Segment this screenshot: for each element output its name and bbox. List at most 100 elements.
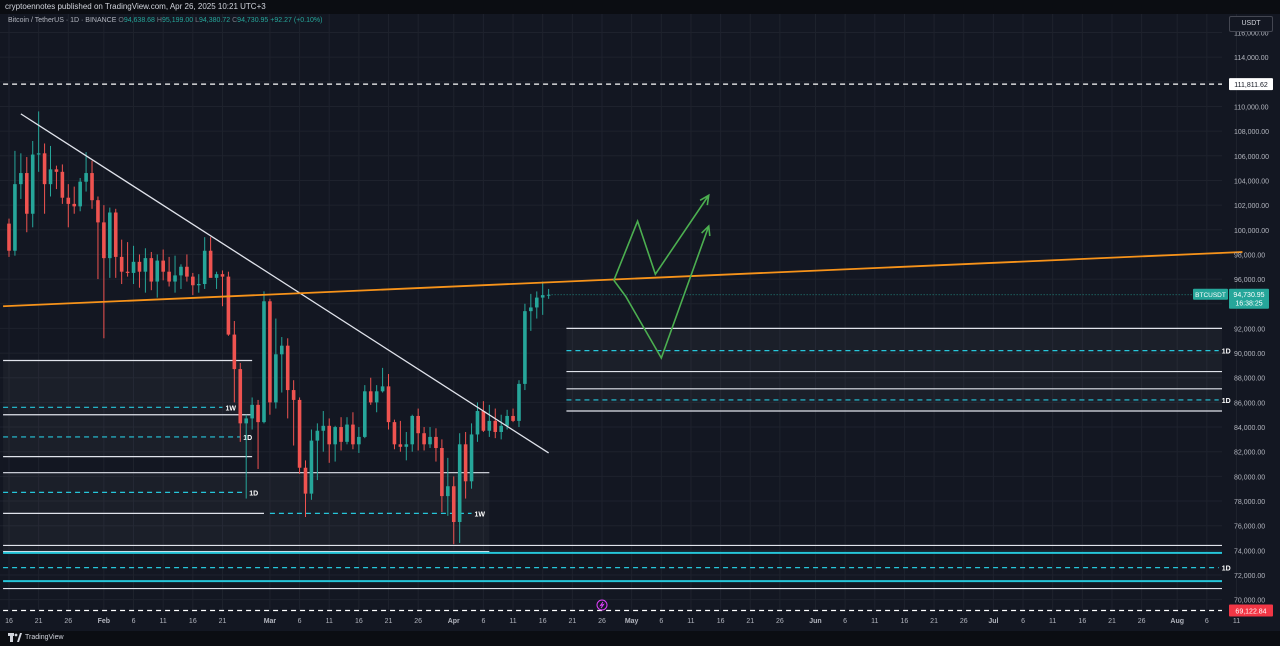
level-label: 1D (1222, 566, 1231, 573)
tradingview-brand[interactable]: TradingView (8, 633, 64, 642)
candle-body (173, 275, 177, 282)
price-tick-label: 114,000.00 (1234, 55, 1269, 62)
candle-body (321, 425, 326, 431)
price-tick-label: 102,000.00 (1234, 203, 1269, 210)
projection-arrowhead (699, 193, 710, 206)
bar-countdown: 16:38:25 (1235, 301, 1262, 308)
candle-body (517, 383, 521, 421)
time-tick-label: 26 (598, 618, 606, 625)
close-value: 94,730.95 (237, 17, 269, 24)
candle-body (185, 266, 189, 277)
price-tick-label: 82,000.00 (1234, 450, 1265, 457)
price-marker-box (1229, 78, 1273, 91)
candle-body (345, 424, 349, 442)
time-tick-label: 16 (539, 618, 547, 625)
level-label: 1D (1222, 398, 1231, 405)
close-label: C (232, 17, 238, 24)
candle-body (238, 369, 243, 424)
candle-body (30, 154, 35, 214)
time-tick-label: 6 (1021, 618, 1025, 625)
candle-body (481, 411, 486, 431)
candle-body (24, 173, 29, 214)
candle-body (125, 271, 130, 273)
level-label: 1D (243, 435, 252, 442)
time-tick-label: 6 (843, 618, 847, 625)
price-tick-label: 96,000.00 (1234, 277, 1265, 284)
time-tick-label: 6 (481, 618, 485, 625)
time-tick-label: 11 (160, 618, 167, 625)
candle-body (297, 399, 302, 468)
time-tick-label: 21 (930, 618, 938, 625)
candle-body (357, 436, 361, 445)
candle-body (214, 274, 219, 278)
candle-body (36, 153, 41, 155)
time-tick-label: Aug (1170, 618, 1184, 625)
candle-body (191, 276, 195, 286)
candle-body (131, 261, 136, 273)
candle-body (540, 295, 545, 298)
time-tick-label: May (625, 618, 639, 625)
price-tick-label: 72,000.00 (1234, 573, 1265, 580)
candle-body (505, 415, 509, 426)
time-tick-label: Apr (448, 618, 460, 625)
price-tick-label: 70,000.00 (1234, 598, 1265, 605)
change-value: +92.27 (+0.10%) (270, 17, 323, 24)
candle-body (137, 261, 142, 272)
time-tick-label: 21 (385, 618, 393, 625)
time-tick-label: 6 (1205, 618, 1209, 625)
candle-body (96, 200, 100, 223)
price-tick-label: 98,000.00 (1234, 252, 1265, 259)
time-axis: 16 21 26 Feb 6 11 16 21 Mar 6 11 16 21 26 Apr 6 11 16 21 26… (5, 618, 1240, 625)
ascending-orange-trendline (3, 251, 1243, 308)
candle-body (202, 250, 207, 285)
candle-body (475, 411, 480, 435)
trendlines (3, 113, 1243, 454)
candle-body (268, 301, 272, 403)
time-tick-label: 21 (746, 618, 754, 625)
candle-body (167, 271, 171, 282)
time-tick-label: 16 (189, 618, 197, 625)
candle-body (179, 266, 183, 276)
candle-body (149, 258, 154, 282)
time-tick-label: 21 (35, 618, 43, 625)
open-label: O (118, 17, 124, 24)
horizontal-levels: 1D 1D 1W 1D 1D 1W 1D (3, 83, 1231, 612)
high-value: 95,199.00 (161, 17, 194, 24)
candle-body (291, 390, 296, 400)
candle-body (416, 415, 420, 434)
candle-body (333, 427, 337, 445)
high-label: H (156, 17, 162, 24)
time-tick-label: 21 (1108, 618, 1116, 625)
candle-body (66, 197, 71, 204)
candle-body (404, 444, 409, 447)
published-text: cryptoennotes published on TradingView.c… (5, 2, 266, 11)
time-tick-label: 16 (1078, 618, 1086, 625)
symbol-tag-label: BTCUSDT (1195, 292, 1226, 299)
last-price-value: 94,730.95 (1233, 292, 1264, 299)
candle-body (457, 444, 462, 522)
candle-body (274, 354, 278, 403)
candle-body (351, 424, 355, 445)
candle-body (523, 311, 527, 384)
candle-body (155, 260, 160, 282)
candle-body (327, 425, 332, 445)
candle-body (220, 274, 225, 277)
candle-body (42, 153, 47, 185)
candle-body (78, 181, 82, 207)
time-tick-label: 11 (687, 618, 694, 625)
time-tick-label: 11 (1049, 618, 1056, 625)
price-marker-label: 69,122.84 (1235, 608, 1266, 615)
time-tick-label: 26 (64, 618, 72, 625)
candle-body (487, 420, 492, 431)
low-label: L (195, 17, 199, 24)
candle-body (339, 427, 343, 442)
candle-body (256, 404, 260, 423)
time-tick-label: 16 (901, 618, 909, 625)
currency-button[interactable]: USDT (1229, 16, 1273, 32)
candle-body (208, 250, 213, 278)
candle-body (19, 173, 23, 185)
candle-body (451, 486, 456, 522)
candle-body (422, 433, 426, 445)
candle-body (386, 386, 391, 423)
